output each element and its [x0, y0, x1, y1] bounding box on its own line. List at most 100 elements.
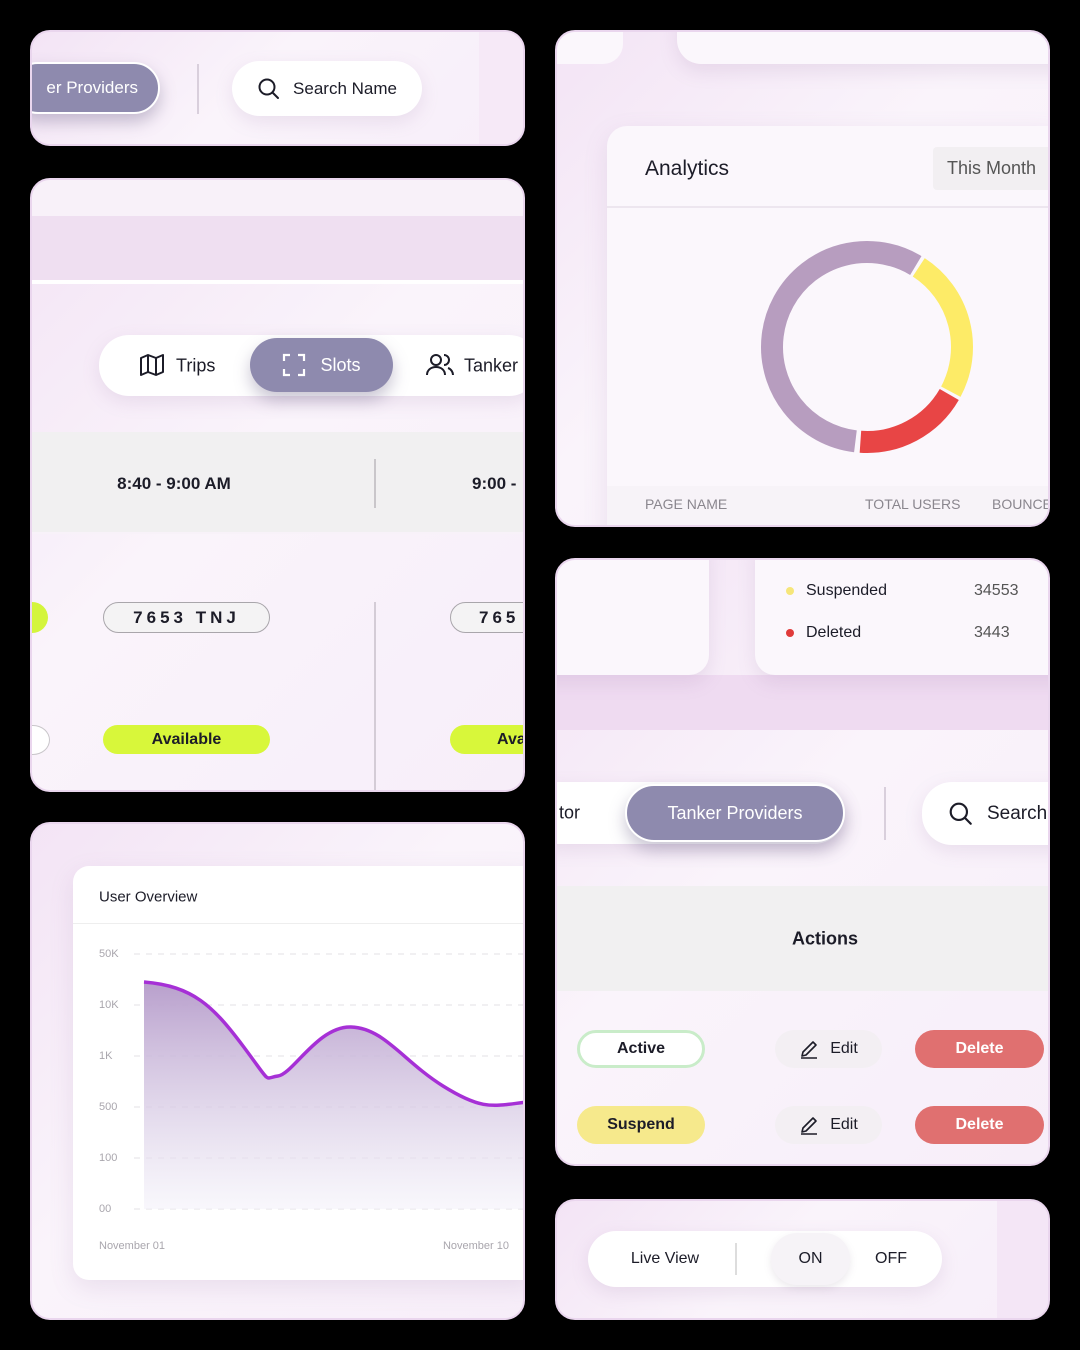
delete-button[interactable]: Delete: [915, 1106, 1044, 1144]
panel: [677, 32, 1048, 64]
slots-card: Trips Slots Tanker 8:40 - 9:00 AM 9:00 -…: [30, 178, 525, 792]
line: [143, 980, 523, 1108]
plate: 7653 TNJ: [103, 602, 270, 633]
scan-icon: [283, 353, 306, 377]
status-button[interactable]: Active: [577, 1030, 705, 1068]
search-box[interactable]: Search Name: [232, 61, 422, 116]
y-tick-label: 00: [99, 1203, 111, 1215]
chart-title: User Overview: [99, 888, 198, 906]
legend-label: Suspended: [806, 582, 887, 599]
plate: 765: [450, 602, 523, 633]
y-tick-label: 10K: [99, 999, 119, 1011]
toggle-bar: Live View ON OFF: [588, 1231, 942, 1287]
legend-value: 3443: [974, 624, 1010, 641]
time-label: 9:00 -: [472, 474, 517, 493]
status-label: Ava: [497, 730, 525, 748]
column-header: Actions: [791, 928, 859, 949]
legend-dot: [786, 629, 794, 637]
search-icon: [258, 78, 280, 99]
button-label: Suspend: [607, 1116, 675, 1133]
tab-label[interactable]: tor: [559, 802, 581, 823]
option-label[interactable]: OFF: [875, 1250, 907, 1267]
button-label: Edit: [830, 1040, 858, 1057]
tab-button-active[interactable]: Tanker Providers: [625, 784, 845, 842]
table-header: Actions: [557, 886, 1048, 991]
legend-panel: Suspended 34553 Deleted 3443: [755, 560, 1048, 675]
divider: [73, 923, 523, 924]
divider: [884, 787, 886, 840]
provider-search-card: er Providers Search Name: [30, 30, 525, 146]
toggle: [32, 725, 50, 755]
column-header: PAGE NAME: [645, 496, 728, 512]
plate-number: 765: [479, 607, 520, 627]
search-box[interactable]: Search: [922, 782, 1048, 845]
edit-button[interactable]: Edit: [775, 1106, 882, 1144]
edit-button[interactable]: Edit: [775, 1030, 882, 1068]
plate-number: 7653 TNJ: [133, 607, 240, 627]
analytics-card: Analytics This Month PAGE NAME TOTAL USE…: [555, 30, 1050, 527]
divider: [374, 459, 376, 508]
column-header: BOUNCE: [992, 496, 1050, 512]
panel: [557, 32, 623, 64]
status-dot: [32, 602, 48, 633]
delete-button[interactable]: Delete: [915, 1030, 1044, 1068]
status-label: Available: [151, 730, 222, 748]
x-tick-label: November 01: [99, 1240, 165, 1252]
button-label: Delete: [955, 1116, 1004, 1133]
option-label: ON: [798, 1250, 823, 1267]
toggle-label: Live View: [630, 1250, 700, 1267]
divider: [197, 64, 199, 114]
donut-segment: [761, 241, 973, 453]
donut-segment: [761, 241, 973, 453]
legend-label: Deleted: [806, 624, 862, 641]
time-label: 8:40 - 9:00 AM: [117, 474, 231, 493]
period-select[interactable]: This Month: [933, 147, 1048, 190]
y-tick-label: 50K: [99, 948, 119, 960]
status-button[interactable]: Suspend: [577, 1106, 705, 1144]
divider: [607, 206, 1048, 208]
divider: [735, 1243, 737, 1275]
button-label: Edit: [830, 1116, 858, 1133]
live-view-card: Live View ON OFF: [555, 1199, 1050, 1320]
search-label: Search Name: [293, 78, 397, 98]
band: [32, 180, 523, 216]
tab-label[interactable]: Tanker: [464, 355, 519, 376]
tab-bar: Trips Slots Tanker: [99, 335, 523, 396]
edit-icon: [801, 1117, 818, 1135]
button-label: Delete: [955, 1040, 1004, 1057]
tab-label: Tanker Providers: [667, 802, 803, 823]
panel: [557, 560, 709, 675]
edit-icon: [801, 1041, 818, 1059]
legend-dot: [786, 587, 794, 595]
tab-label[interactable]: Trips: [176, 355, 216, 376]
legend-value: 34553: [974, 582, 1019, 599]
edge-band: [479, 32, 523, 144]
band: [32, 280, 523, 284]
period-label: This Month: [947, 158, 1037, 178]
status-badge: Ava: [450, 725, 525, 754]
band: [557, 675, 1048, 730]
user-overview-card: User Overview 50K 10K 1K 500 100 00 No: [30, 822, 525, 1320]
search-icon: [949, 802, 972, 825]
area: [144, 982, 523, 1209]
y-tick-label: 100: [99, 1152, 117, 1164]
edge-band: [997, 1201, 1048, 1318]
providers-card: Suspended 34553 Deleted 3443 tor Tanker …: [555, 558, 1050, 1166]
table-header: PAGE NAME TOTAL USERS BOUNCE: [607, 486, 1050, 525]
x-tick-label: November 10: [443, 1240, 509, 1252]
column-header: TOTAL USERS: [865, 496, 961, 512]
users-icon: [426, 354, 454, 376]
analytics-panel: Analytics This Month PAGE NAME TOTAL USE…: [607, 126, 1050, 525]
y-tick-label: 1K: [99, 1050, 113, 1062]
tab-button-active[interactable]: Slots: [250, 338, 393, 392]
tab-label: er Providers: [46, 78, 138, 97]
button-label: Active: [616, 1040, 666, 1057]
tab-button[interactable]: er Providers: [32, 62, 160, 114]
line-chart: 50K 10K 1K 500 100 00 November 01 Novemb…: [99, 948, 523, 1252]
y-tick-label: 500: [99, 1101, 117, 1113]
toggle-option-active[interactable]: ON: [771, 1233, 850, 1285]
donut-chart: [761, 241, 973, 453]
panel-title: Analytics: [645, 157, 730, 180]
status-badge: Available: [103, 725, 270, 754]
